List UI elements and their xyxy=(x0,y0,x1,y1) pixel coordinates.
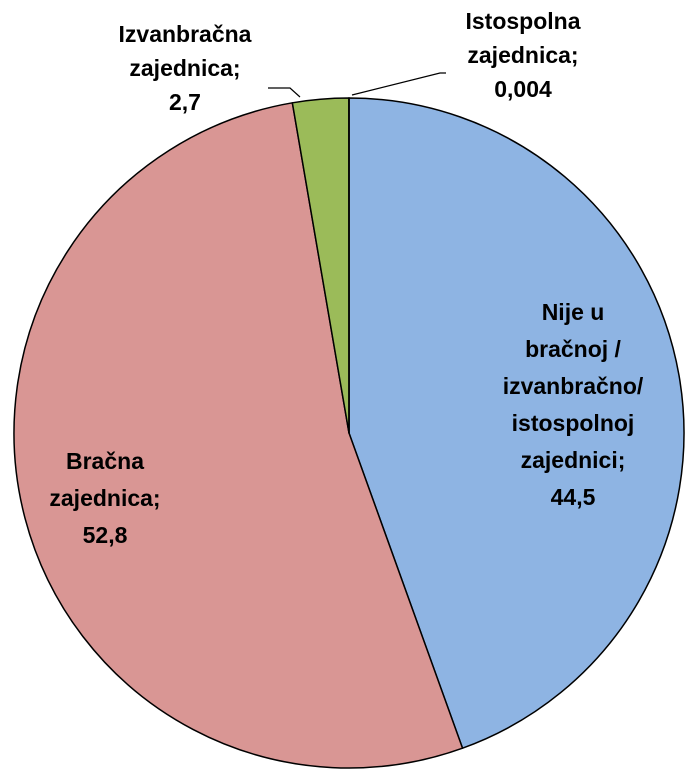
label-name: Nije u bračnoj / izvanbračno/ istospolno… xyxy=(502,299,644,473)
data-label: Izvanbračna zajednica; 2,7 xyxy=(110,17,260,119)
leader-line xyxy=(351,72,446,96)
label-name: Izvanbračna zajednica; xyxy=(118,21,252,81)
label-value: 2,7 xyxy=(169,89,201,115)
label-name: Istospolna zajednica; xyxy=(465,8,581,68)
slices xyxy=(13,97,685,769)
pie-slice xyxy=(348,97,685,749)
data-label: Istospolna zajednica; 0,004 xyxy=(448,4,598,106)
label-value: 52,8 xyxy=(82,522,128,548)
data-label: Nije u bračnoj / izvanbračno/ istospolno… xyxy=(498,294,648,516)
label-value: 44,5 xyxy=(550,484,596,510)
leader-line xyxy=(268,87,301,98)
data-label: Bračna zajednica; 52,8 xyxy=(30,443,180,554)
label-name: Bračna zajednica; xyxy=(49,448,161,511)
pie-slice xyxy=(13,102,464,769)
label-value: 0,004 xyxy=(494,76,552,102)
